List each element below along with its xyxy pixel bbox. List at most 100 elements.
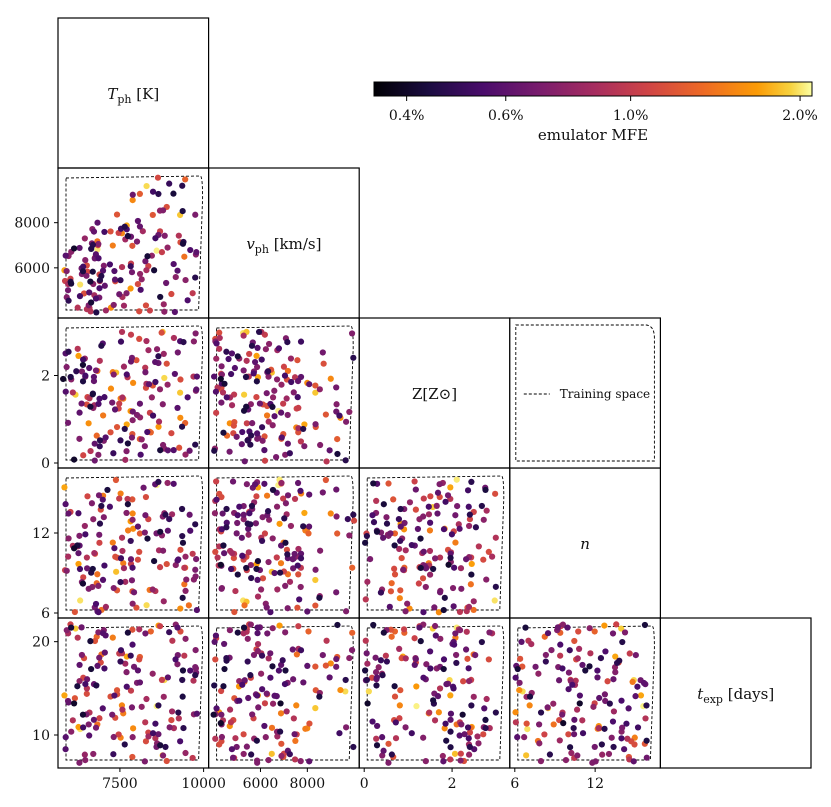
scatter-point (159, 441, 167, 449)
scatter-point (629, 678, 636, 686)
scatter-point (65, 553, 72, 560)
legend-panel (509, 317, 661, 469)
scatter-point (265, 655, 272, 662)
scatter-point (586, 663, 593, 670)
scatter-point (470, 598, 477, 605)
scatter-point (75, 723, 82, 731)
scatter-point (596, 694, 603, 702)
scatter-point (294, 394, 301, 401)
diag-panel-t (659, 617, 812, 769)
scatter-point (264, 508, 272, 515)
scatter-point (240, 367, 247, 374)
scatter-point (608, 734, 615, 741)
scatter-point (604, 678, 611, 685)
scatter-point (548, 647, 555, 654)
scatter-point (369, 718, 376, 725)
scatter-point (258, 586, 265, 593)
scatter-point (249, 420, 256, 427)
scatter-point (258, 670, 265, 677)
scatter-point (363, 532, 371, 540)
scatter-point (184, 394, 191, 401)
scatter-point (478, 638, 485, 646)
scatter-point (128, 704, 136, 711)
scatter-point (523, 752, 530, 759)
scatter-point (221, 380, 228, 387)
scatter-point (239, 681, 246, 688)
scatter-point (155, 478, 162, 485)
scatter-point (253, 363, 261, 371)
scatter-point (128, 577, 136, 584)
scatter-point (392, 719, 399, 726)
scatter-point (447, 554, 454, 562)
scatter-point (259, 514, 266, 521)
scatter-point (91, 637, 99, 645)
scatter-point (179, 539, 187, 546)
scatter-point (265, 756, 272, 764)
scatter-point (402, 724, 409, 731)
scatter-point (182, 276, 189, 284)
scatter-point (447, 728, 454, 735)
scatter-point (247, 561, 254, 569)
scatter-point (83, 690, 90, 697)
scatter-point (286, 578, 294, 585)
scatter-point (621, 629, 629, 636)
scatter-point (586, 625, 593, 632)
scatter-point (411, 661, 418, 669)
scatter-point (291, 550, 298, 558)
scatter-point (277, 728, 284, 735)
scatter-point (301, 443, 308, 450)
legend-outline (515, 324, 655, 462)
scatter-point (416, 624, 423, 631)
scatter-point (283, 546, 291, 553)
scatter-point (297, 373, 305, 381)
scatter-point (263, 492, 271, 499)
scatter-point (63, 363, 70, 371)
scatter-point (157, 742, 164, 749)
scatter-point (158, 676, 166, 684)
scatter-point (213, 355, 220, 362)
scatter-point (408, 541, 415, 549)
scatter-point (316, 386, 323, 393)
scatter-point (240, 391, 248, 398)
scatter-point (316, 594, 323, 601)
scatter-point (216, 329, 223, 336)
scatter-point (312, 389, 319, 396)
scatter-point (133, 411, 141, 419)
scatter-point (94, 571, 101, 578)
scatter-point (177, 605, 184, 612)
scatter-point (300, 523, 307, 530)
scatter-point (152, 235, 159, 242)
scatter-point (93, 309, 100, 316)
scatter-point (387, 588, 395, 595)
scatter-point (294, 357, 301, 364)
scatter-point (269, 422, 276, 429)
scatter-point (240, 332, 247, 339)
scatter-point (117, 437, 124, 444)
scatter-point (129, 600, 136, 607)
scatter-point (374, 722, 381, 730)
y-tick-label: 10 (32, 728, 50, 744)
scatter-point (182, 635, 189, 642)
label-n: n (580, 535, 590, 553)
scatter-point (370, 519, 378, 526)
scatter-point (265, 558, 272, 566)
scatter-point (211, 510, 219, 517)
scatter-point (480, 731, 487, 738)
scatter-point (453, 651, 460, 659)
scatter-point (148, 394, 155, 401)
scatter-point (385, 740, 392, 747)
scatter-point (172, 273, 179, 281)
scatter-point (523, 720, 530, 727)
scatter-point (145, 381, 153, 388)
scatter-point (621, 746, 628, 753)
scatter-point (613, 621, 620, 628)
scatter-point (271, 569, 278, 577)
scatter-point (333, 589, 340, 596)
diag-panel-T (57, 17, 210, 169)
scatter-point (89, 268, 96, 275)
scatter-point (278, 381, 285, 388)
scatter-point (618, 625, 625, 632)
scatter-point (422, 758, 429, 765)
scatter-point (110, 371, 117, 378)
scatter-point (136, 626, 143, 633)
